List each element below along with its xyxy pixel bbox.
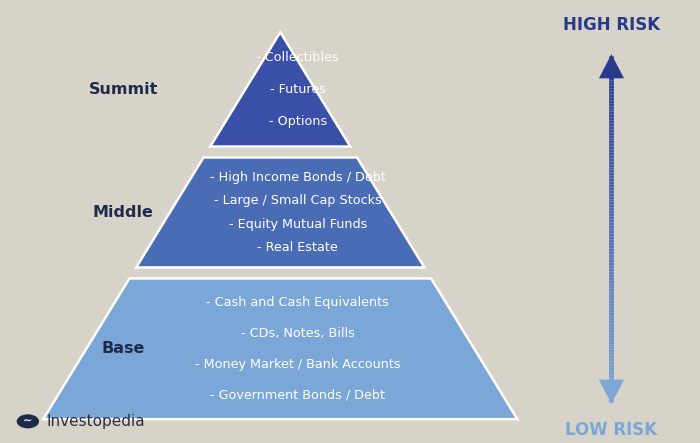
Text: - Large / Small Cap Stocks: - Large / Small Cap Stocks [214,194,382,207]
Text: - High Income Bonds / Debt: - High Income Bonds / Debt [210,171,386,184]
Text: - Cash and Cash Equivalents: - Cash and Cash Equivalents [206,296,389,309]
Polygon shape [43,279,517,419]
Polygon shape [136,158,424,268]
Text: - Government Bonds / Debt: - Government Bonds / Debt [210,389,385,401]
Polygon shape [599,54,624,78]
Circle shape [17,414,39,428]
Text: - Real Estate: - Real Estate [258,241,338,253]
Polygon shape [210,32,350,147]
Text: Base: Base [102,341,145,356]
Text: HIGH RISK: HIGH RISK [563,16,660,34]
Text: Middle: Middle [93,205,154,220]
Text: - Money Market / Bank Accounts: - Money Market / Bank Accounts [195,358,400,371]
Text: LOW RISK: LOW RISK [566,421,657,439]
Text: - Collectibles: - Collectibles [256,51,339,64]
Text: - Equity Mutual Funds: - Equity Mutual Funds [228,218,367,230]
Text: - Options: - Options [269,115,327,128]
Polygon shape [599,380,624,404]
Text: - Futures: - Futures [270,83,326,96]
Text: Investopedia: Investopedia [46,414,145,429]
Text: Summit: Summit [89,82,158,97]
Text: - CDs, Notes, Bills: - CDs, Notes, Bills [241,327,355,340]
Text: ∼: ∼ [23,416,33,426]
